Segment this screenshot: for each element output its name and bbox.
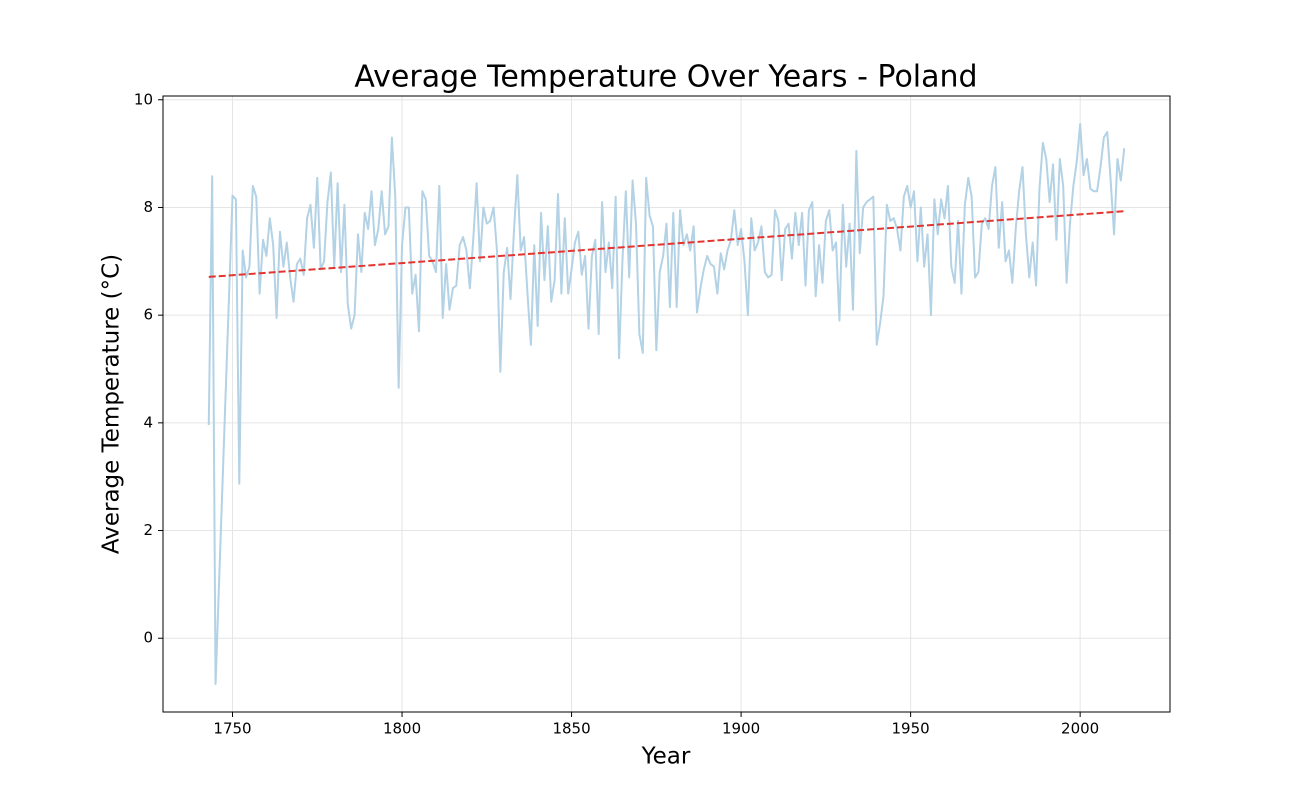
y-tick-label: 4 <box>143 413 153 431</box>
x-tick-label: 1850 <box>552 720 590 738</box>
x-tick-label: 1750 <box>213 720 251 738</box>
y-tick-label: 10 <box>134 90 153 108</box>
y-tick-label: 6 <box>143 306 153 324</box>
x-tick-label: 1900 <box>722 720 760 738</box>
x-tick-label: 2000 <box>1061 720 1099 738</box>
grid <box>163 96 1170 712</box>
axes-frame <box>162 95 1171 713</box>
y-tick-label: 2 <box>143 521 153 539</box>
x-axis-label: Year <box>641 744 691 770</box>
x-tick-label: 1950 <box>892 720 930 738</box>
y-axis-label: Average Temperature (°C) <box>99 254 125 554</box>
y-tick-label: 0 <box>143 629 153 647</box>
data-line <box>207 123 1126 685</box>
y-tick-label: 8 <box>143 198 153 216</box>
trend-line <box>208 210 1125 278</box>
chart-title: Average Temperature Over Years - Poland <box>354 60 977 95</box>
ticks: 0 2 4 6 8 10 1750 1800 1850 1900 1950 2000 <box>134 90 1099 737</box>
x-tick-label: 1800 <box>383 720 421 738</box>
plot-area <box>207 123 1126 685</box>
